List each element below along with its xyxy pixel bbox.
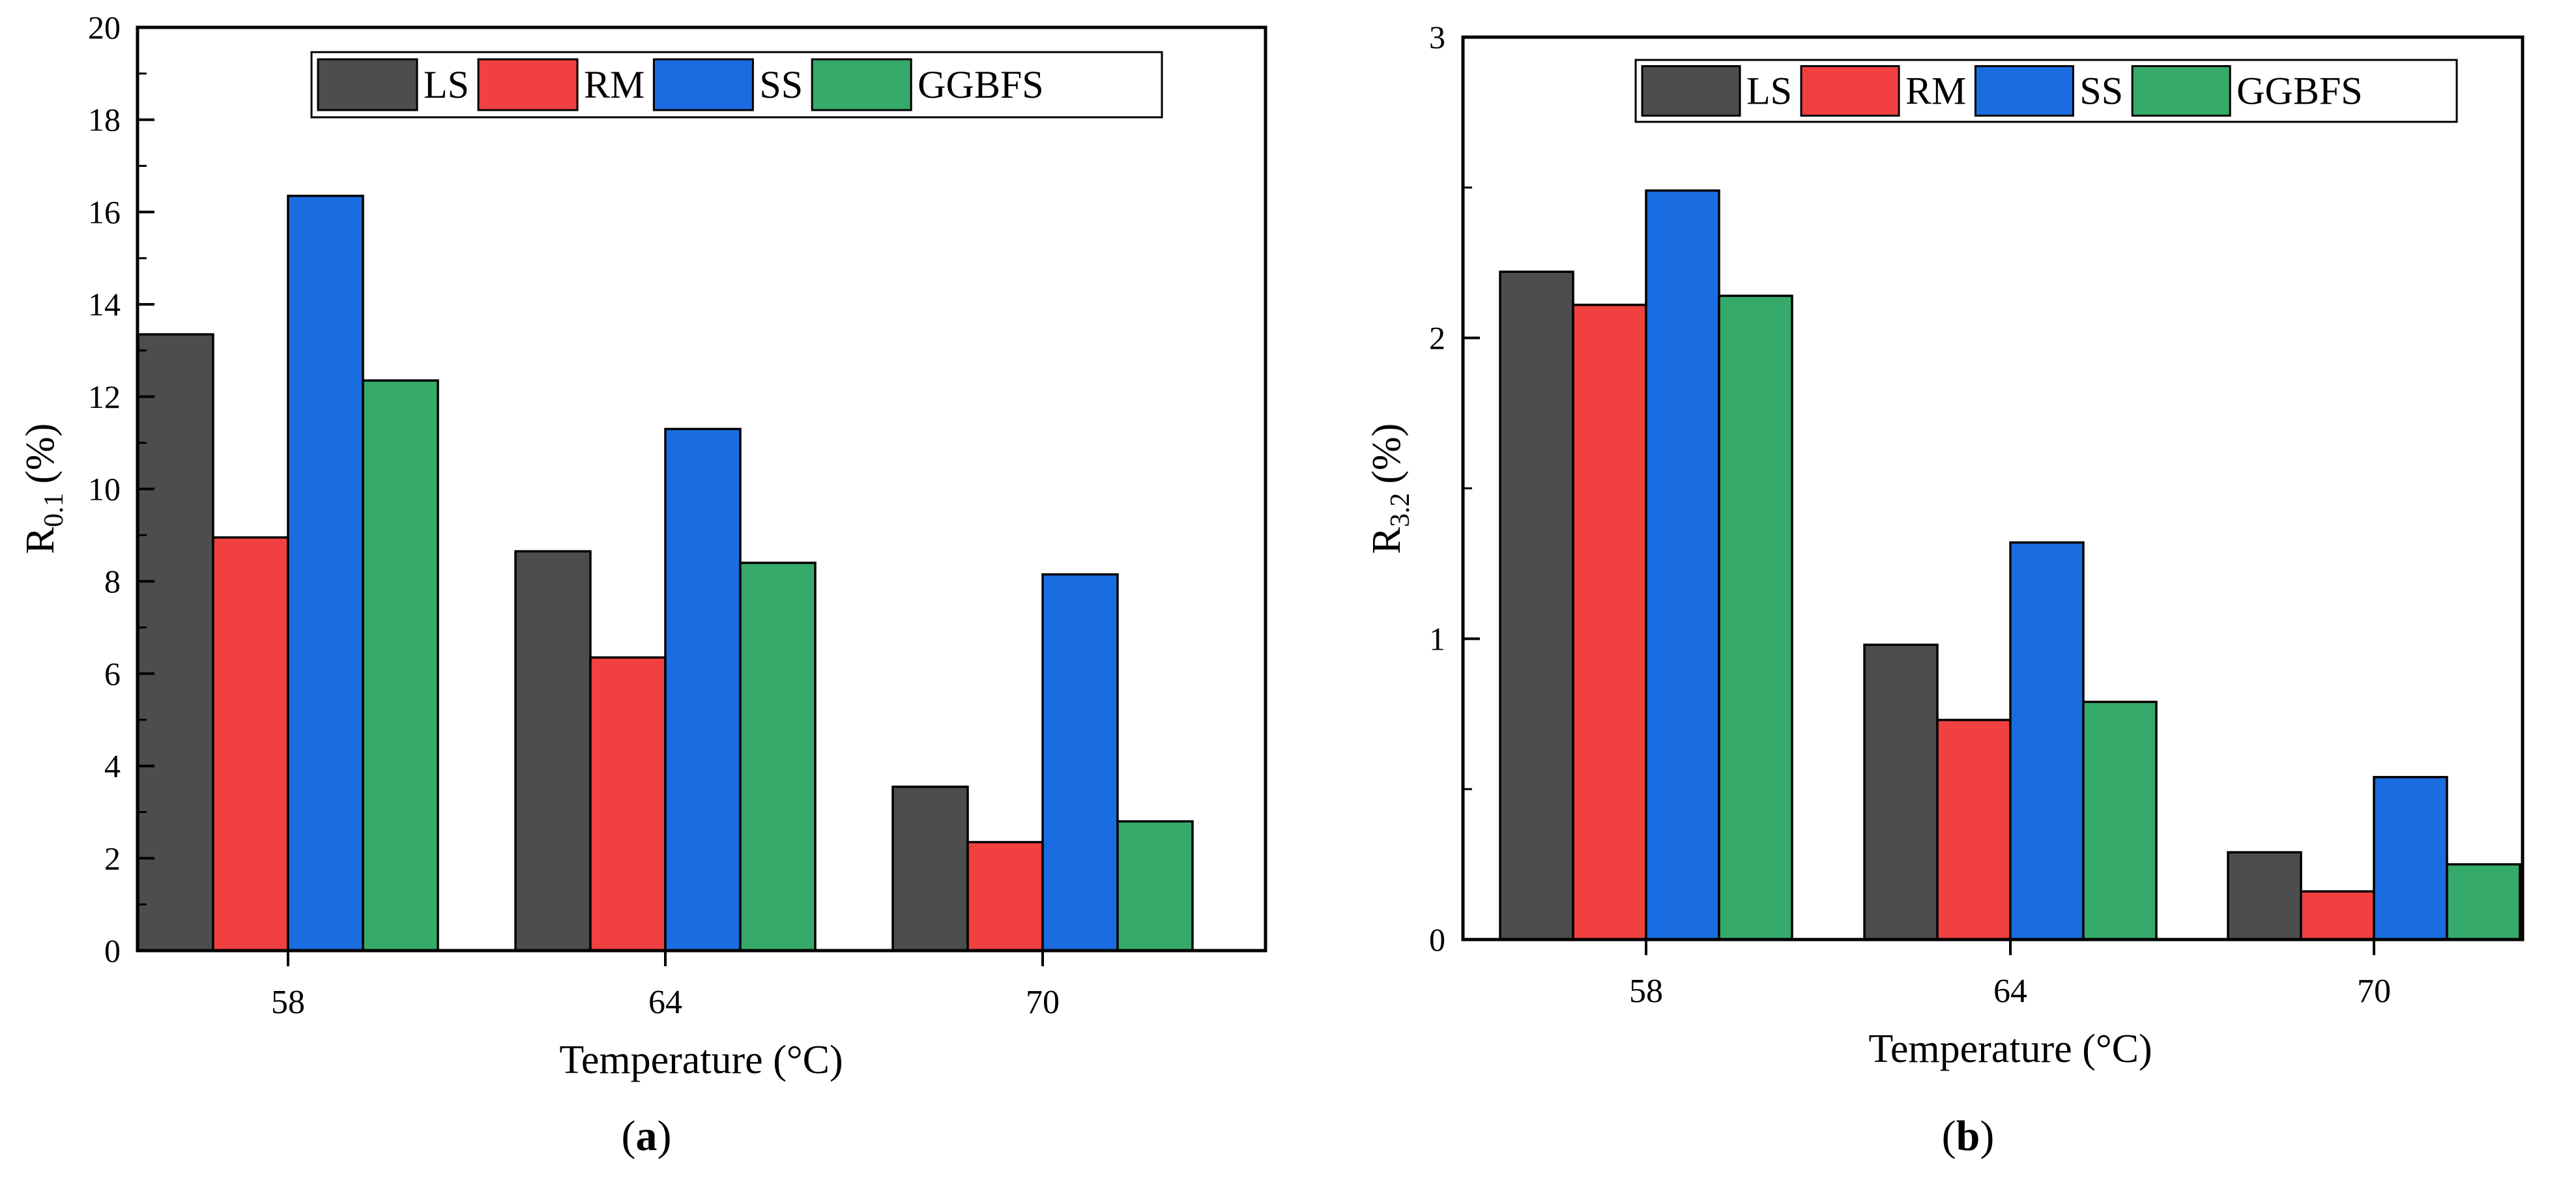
panel-letter-a: a xyxy=(636,1112,658,1160)
y-axis-title-main-a: R xyxy=(18,526,63,554)
y-tick-label: 1 xyxy=(1429,620,1445,657)
legend-label-rm: RM xyxy=(584,63,644,106)
legend-swatch-ls xyxy=(317,58,418,111)
bar-ss-64 xyxy=(2009,541,2085,941)
bar-ggbfs-58 xyxy=(362,379,439,952)
y-axis-title-sub-b: 3.2 xyxy=(1385,493,1415,528)
bar-ss-70 xyxy=(2373,775,2448,941)
x-tick-label-58: 58 xyxy=(271,984,305,1021)
y-tick-label: 20 xyxy=(88,9,121,46)
y-tick-label: 18 xyxy=(88,102,121,138)
legend-swatch-ss xyxy=(1974,65,2074,117)
bar-ls-58 xyxy=(1499,270,1574,941)
y-axis-title-sub-a: 0.1 xyxy=(39,493,69,528)
x-axis-b: 58 64 70 xyxy=(1629,940,2391,1010)
legend-label-ls: LS xyxy=(424,63,469,106)
panel-label-a: (a) xyxy=(622,1112,672,1160)
legend-label-rm: RM xyxy=(1905,70,1966,113)
bar-rm-58 xyxy=(1572,304,1647,941)
bar-rm-70 xyxy=(2300,890,2375,941)
y-tick-label: 0 xyxy=(104,932,121,969)
legend-label-ls: LS xyxy=(1746,70,1792,113)
y-axis-b: 0 1 2 3 xyxy=(1429,19,1480,958)
bar-ss-58 xyxy=(1645,189,1720,941)
y-tick-label: 2 xyxy=(104,840,121,876)
panel-label-b: (b) xyxy=(1942,1112,1995,1160)
x-tick-label-64: 64 xyxy=(648,984,682,1021)
bar-ss-70 xyxy=(1041,573,1119,952)
bar-rm-58 xyxy=(212,536,289,952)
bars-group-b xyxy=(1499,189,2521,941)
bar-ss-64 xyxy=(664,427,742,952)
bar-ls-58 xyxy=(137,333,214,952)
legend-label-ss: SS xyxy=(2079,70,2123,113)
bars-group-a xyxy=(137,194,1194,952)
y-tick-label: 10 xyxy=(88,471,121,508)
legend-swatch-ggbfs xyxy=(811,58,912,111)
bar-ggbfs-64 xyxy=(739,562,817,952)
x-tick-label-58: 58 xyxy=(1629,973,1663,1010)
panel-letter-b: b xyxy=(1956,1112,1980,1160)
y-tick-label: 6 xyxy=(104,655,121,692)
x-tick-label-70: 70 xyxy=(1026,984,1060,1021)
bar-ls-70 xyxy=(2227,851,2302,941)
legend-a: LS RM SS GGBFS xyxy=(310,51,1163,119)
bar-ls-64 xyxy=(1863,643,1939,941)
bar-ggbfs-58 xyxy=(1718,294,1793,941)
bar-ls-64 xyxy=(514,550,592,952)
legend-swatch-ggbfs xyxy=(2131,65,2231,117)
x-axis-a: 58 64 70 xyxy=(271,951,1060,1021)
y-tick-label: 0 xyxy=(1429,921,1445,958)
y-axis-title-b: R3.2 (%) xyxy=(1365,424,1415,554)
bar-ggbfs-64 xyxy=(2082,700,2158,941)
legend-label-ggbfs: GGBFS xyxy=(2236,70,2362,113)
y-tick-label: 12 xyxy=(88,379,121,415)
chart-panel-a: 0 2 4 6 8 10 12 14 16 18 20 58 64 70 Temperature (°C… xyxy=(18,9,1267,1160)
bar-ggbfs-70 xyxy=(1116,820,1194,952)
y-axis-title-unit-a: (%) xyxy=(18,424,63,484)
x-axis-title-b: Temperature (°C) xyxy=(1868,1027,2152,1071)
bar-rm-64 xyxy=(589,656,667,952)
legend-swatch-ss xyxy=(652,58,754,111)
legend-b: LS RM SS GGBFS xyxy=(1634,59,2458,123)
y-axis-title-a: R0.1 (%) xyxy=(18,424,69,554)
bar-ss-58 xyxy=(287,194,364,952)
y-tick-label: 2 xyxy=(1429,320,1445,356)
y-tick-label: 4 xyxy=(104,748,121,784)
legend-swatch-rm xyxy=(477,58,579,111)
x-tick-label-70: 70 xyxy=(2357,973,2391,1010)
y-axis-a: 0 2 4 6 8 10 12 14 16 18 20 xyxy=(88,9,154,969)
y-axis-title-unit-b: (%) xyxy=(1365,424,1409,484)
y-tick-label: 16 xyxy=(88,194,121,230)
legend-swatch-ls xyxy=(1641,65,1741,117)
chart-panel-b: 0 1 2 3 58 64 70 Temperature (°C) R3.2 (%) LS R… xyxy=(1365,19,2525,1160)
bar-ggbfs-70 xyxy=(2446,863,2521,941)
y-tick-label: 14 xyxy=(88,286,121,323)
bar-rm-70 xyxy=(966,840,1044,952)
y-tick-label: 8 xyxy=(104,563,121,599)
y-tick-label: 3 xyxy=(1429,19,1445,55)
legend-label-ggbfs: GGBFS xyxy=(918,63,1043,106)
bar-rm-64 xyxy=(1936,719,2012,941)
legend-label-ss: SS xyxy=(759,63,803,106)
y-axis-title-main-b: R xyxy=(1365,526,1409,554)
bar-ls-70 xyxy=(891,785,969,952)
x-axis-title-a: Temperature (°C) xyxy=(559,1038,843,1082)
x-tick-label-64: 64 xyxy=(1993,973,2027,1010)
legend-swatch-rm xyxy=(1800,65,1900,117)
